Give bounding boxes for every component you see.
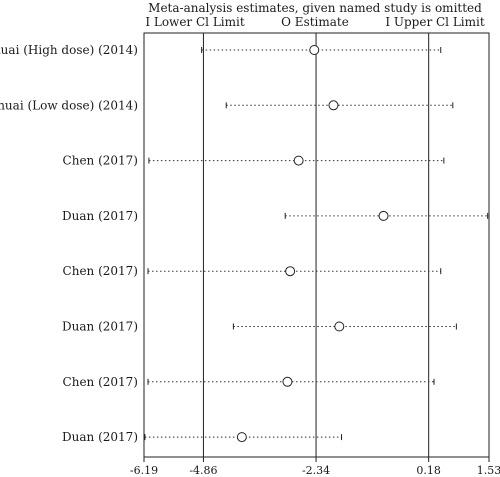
study-label-5: Duan (2017): [62, 320, 138, 334]
study-row-2: Chen (2017): [63, 154, 445, 168]
study-label-3: Duan (2017): [62, 209, 138, 223]
estimate-point-7: [236, 432, 247, 443]
study-label-7: Duan (2017): [62, 430, 138, 444]
study-label-0: Shuai (High dose) (2014): [0, 43, 138, 57]
study-label-6: Chen (2017): [63, 375, 138, 389]
legend-entry-estimate: O Estimate: [281, 15, 349, 29]
x-tick-label-4: 1.53: [477, 464, 500, 477]
estimate-point-5: [334, 321, 345, 332]
estimate-point-1: [328, 100, 339, 111]
x-tick-label-0: -6.19: [130, 464, 158, 477]
reference-lines: [202, 33, 430, 457]
estimate-point-4: [285, 266, 296, 277]
x-tick-label-2: -2.34: [302, 464, 330, 477]
x-tick-label-3: 0.18: [416, 464, 441, 477]
study-row-6: Chen (2017): [63, 375, 435, 389]
study-row-4: Chen (2017): [63, 264, 442, 278]
study-label-2: Chen (2017): [63, 154, 138, 168]
estimate-point-6: [282, 376, 293, 387]
estimate-point-2: [293, 155, 304, 166]
study-row-5: Duan (2017): [62, 320, 457, 334]
estimate-point-0: [309, 45, 320, 55]
x-axis: -6.19 -4.86 -2.34 0.18 1.53: [130, 457, 500, 477]
study-rows: Shuai (High dose) (2014) Shuai (Low dose)…: [0, 43, 489, 444]
study-label-1: Shuai (Low dose) (2014): [0, 98, 138, 112]
legend-entry-lower: I Lower Cl Limit: [145, 15, 245, 29]
study-row-0: Shuai (High dose) (2014): [0, 43, 442, 57]
study-row-3: Duan (2017): [62, 209, 489, 223]
study-row-7: Duan (2017): [62, 430, 343, 444]
study-row-1: Shuai (Low dose) (2014): [0, 98, 454, 112]
study-label-4: Chen (2017): [63, 264, 138, 278]
legend: I Lower Cl Limit O Estimate I Upper Cl L…: [145, 15, 485, 29]
legend-entry-upper: I Upper Cl Limit: [385, 15, 485, 29]
x-tick-label-1: -4.86: [189, 464, 217, 477]
estimate-point-3: [378, 210, 389, 221]
chart-title: Meta-analysis estimates, given named stu…: [148, 1, 482, 15]
